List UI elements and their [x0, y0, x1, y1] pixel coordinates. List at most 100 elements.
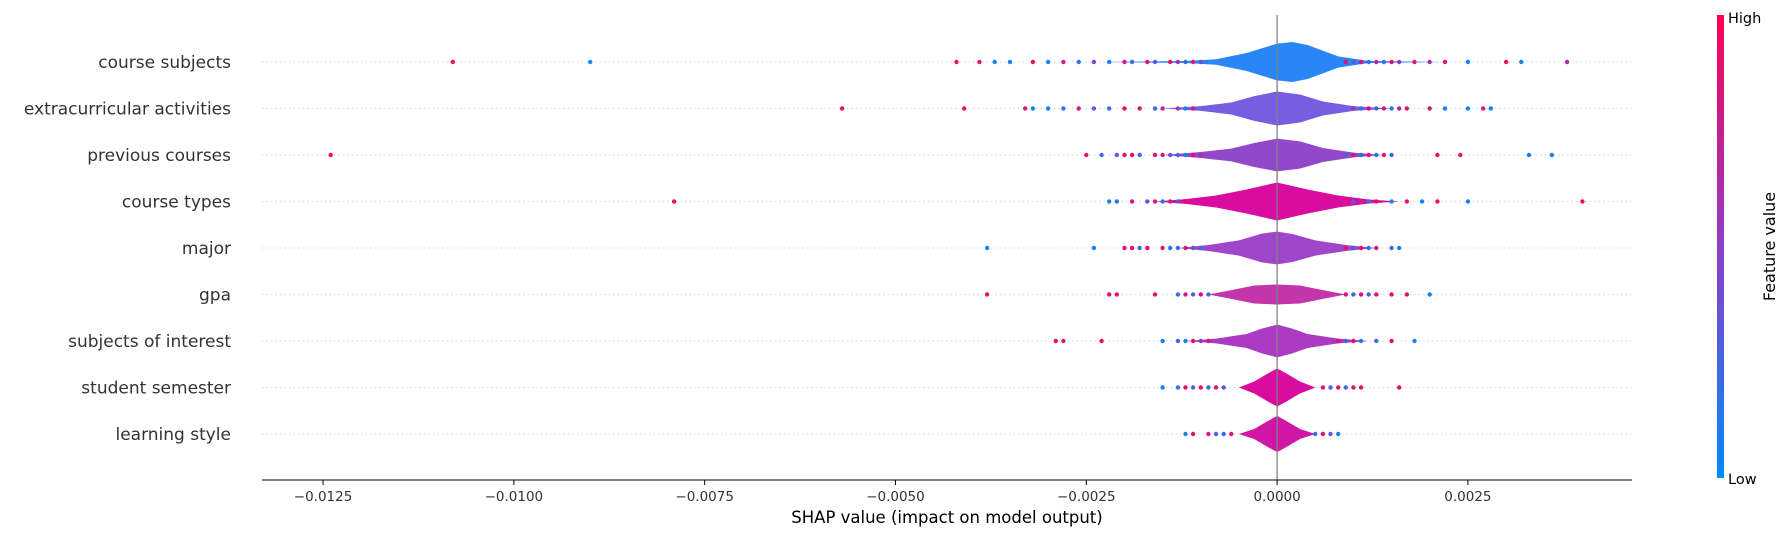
point-learning-style — [1313, 431, 1318, 437]
point-extracurricular-activities — [1442, 106, 1448, 111]
point-gpa — [1343, 292, 1349, 297]
point-subjects-of-interest — [1061, 338, 1066, 344]
point-subjects-of-interest — [1160, 338, 1165, 344]
point-student-semester — [1358, 385, 1364, 390]
point-extracurricular-activities — [1076, 106, 1081, 111]
point-previous-courses — [1168, 152, 1173, 158]
point-course-subjects — [1397, 59, 1402, 65]
point-learning-style — [1336, 431, 1341, 437]
point-student-semester — [1183, 385, 1188, 390]
point-course-subjects — [1168, 59, 1173, 65]
point-previous-courses — [1381, 152, 1387, 158]
point-course-types — [1183, 199, 1188, 204]
point-student-semester — [1328, 385, 1333, 390]
point-major — [1358, 245, 1364, 251]
point-subjects-of-interest — [1374, 338, 1379, 344]
point-previous-courses — [1114, 152, 1120, 158]
feature-label-gpa: gpa — [199, 286, 231, 306]
point-course-subjects — [1564, 59, 1570, 65]
point-subjects-of-interest — [1198, 338, 1204, 344]
x-tick-label: −0.0125 — [294, 489, 353, 505]
point-course-subjects — [1061, 59, 1066, 65]
point-major — [1168, 245, 1173, 251]
point-major — [1145, 245, 1150, 251]
point-major — [984, 245, 990, 251]
point-previous-courses — [1122, 152, 1127, 158]
colorbar-gradient — [1717, 15, 1724, 478]
point-extracurricular-activities — [1183, 106, 1188, 111]
point-extracurricular-activities — [1374, 106, 1379, 111]
point-gpa — [1175, 292, 1181, 297]
point-previous-courses — [1084, 152, 1089, 158]
point-subjects-of-interest — [1389, 338, 1394, 344]
point-previous-courses — [1099, 152, 1104, 158]
outlier-points — [328, 59, 1585, 437]
point-major — [1198, 245, 1204, 251]
point-student-semester — [1175, 385, 1181, 390]
point-major — [1343, 245, 1349, 251]
feature-label-extracurricular-activities: extracurricular activities — [24, 100, 231, 120]
colorbar-low-label: Low — [1728, 472, 1757, 488]
point-course-subjects — [1358, 59, 1364, 65]
point-course-subjects — [1152, 59, 1158, 65]
point-course-subjects — [1198, 59, 1204, 65]
point-course-types — [1160, 199, 1165, 204]
point-extracurricular-activities — [1404, 106, 1410, 111]
point-major — [1137, 245, 1142, 251]
point-course-types — [1389, 199, 1394, 204]
violin-course-subjects — [1101, 42, 1445, 82]
point-extracurricular-activities — [1351, 106, 1356, 111]
point-extracurricular-activities — [1030, 106, 1036, 111]
x-tick-label: −0.0100 — [485, 489, 544, 505]
point-course-subjects — [1503, 59, 1509, 65]
point-extracurricular-activities — [1122, 106, 1127, 111]
point-previous-courses — [1458, 152, 1463, 158]
point-student-semester — [1206, 385, 1211, 390]
point-student-semester — [1397, 385, 1402, 390]
feature-label-subjects-of-interest: subjects of interest — [68, 332, 231, 352]
point-course-types — [1145, 199, 1150, 204]
point-course-subjects — [1122, 59, 1127, 65]
point-major — [1183, 245, 1188, 251]
point-learning-style — [1328, 431, 1333, 437]
point-extracurricular-activities — [1022, 106, 1028, 111]
point-previous-courses — [1175, 152, 1181, 158]
point-course-types — [1374, 199, 1379, 204]
point-extracurricular-activities — [1091, 106, 1097, 111]
point-extracurricular-activities — [1381, 106, 1387, 111]
point-student-semester — [1221, 385, 1226, 390]
point-course-subjects — [1427, 59, 1432, 65]
point-student-semester — [1160, 385, 1165, 390]
point-learning-style — [1320, 431, 1326, 437]
point-course-types — [1107, 199, 1112, 204]
point-extracurricular-activities — [1358, 106, 1364, 111]
point-course-subjects — [1381, 59, 1387, 65]
point-course-subjects — [992, 59, 997, 65]
point-extracurricular-activities — [839, 106, 845, 111]
point-student-semester — [1320, 385, 1326, 390]
point-course-subjects — [1129, 59, 1135, 65]
point-student-semester — [1190, 385, 1196, 390]
point-subjects-of-interest — [1358, 338, 1364, 344]
point-subjects-of-interest — [1053, 338, 1059, 344]
point-previous-courses — [1366, 152, 1371, 158]
point-learning-style — [1221, 431, 1226, 437]
point-course-types — [1351, 199, 1356, 204]
point-course-types — [1358, 199, 1364, 204]
point-gpa — [1190, 292, 1196, 297]
point-extracurricular-activities — [1366, 106, 1371, 111]
point-extracurricular-activities — [1427, 106, 1432, 111]
point-major — [1374, 245, 1379, 251]
point-subjects-of-interest — [1175, 338, 1181, 344]
point-course-types — [1435, 199, 1440, 204]
row-gridlines — [262, 61, 1632, 435]
point-course-types — [671, 199, 677, 204]
feature-label-course-types: course types — [122, 193, 231, 213]
point-major — [1190, 245, 1196, 251]
point-major — [1389, 245, 1394, 251]
point-subjects-of-interest — [1183, 338, 1188, 344]
point-learning-style — [1190, 431, 1196, 437]
point-course-subjects — [1145, 59, 1150, 65]
point-gpa — [1152, 292, 1158, 297]
